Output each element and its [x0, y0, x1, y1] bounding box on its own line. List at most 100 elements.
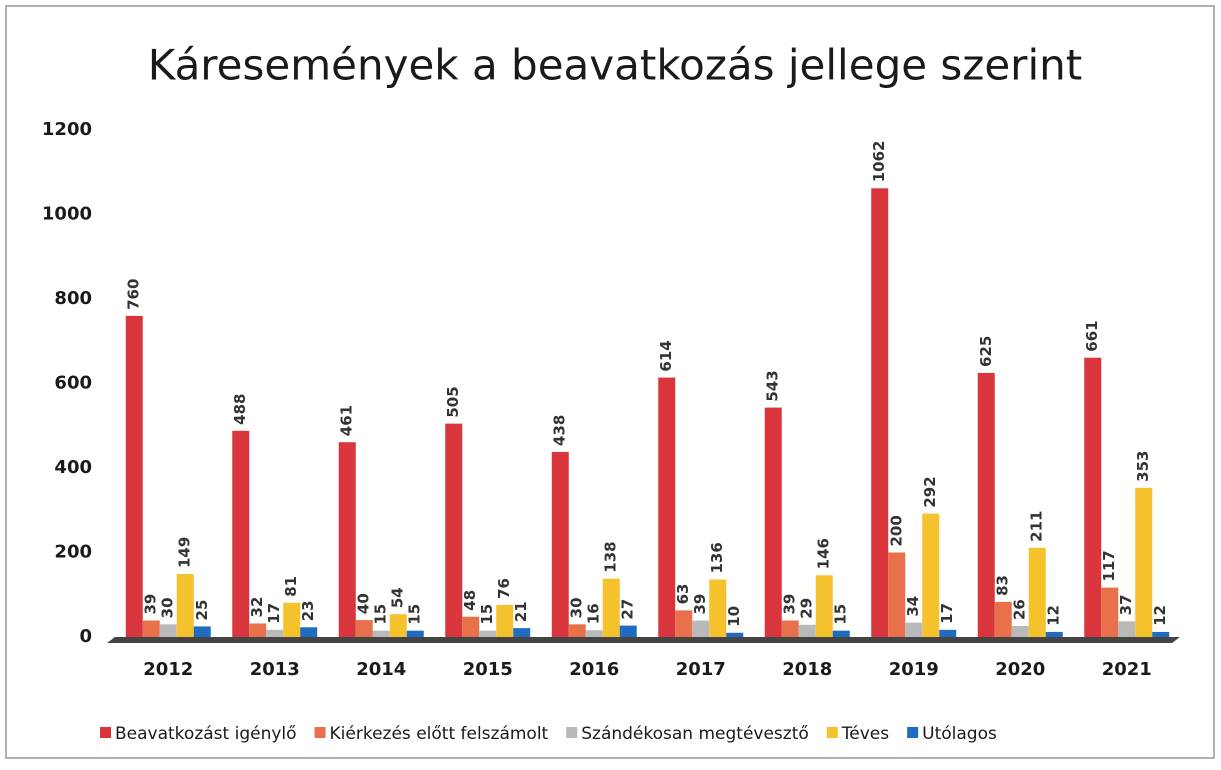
x-tick-label: 2017 [676, 659, 726, 680]
x-tick-label: 2021 [1102, 659, 1152, 680]
legend-label: Téves [841, 724, 889, 744]
value-label: 23 [299, 600, 317, 621]
bar [1028, 547, 1046, 637]
bar [726, 632, 744, 637]
bar [764, 407, 782, 637]
value-label: 543 [764, 370, 782, 401]
value-label: 15 [832, 604, 850, 625]
value-label: 136 [708, 542, 726, 573]
bar [159, 624, 177, 637]
y-tick-label: 1000 [42, 204, 92, 225]
value-label: 32 [248, 597, 266, 618]
y-tick-label: 600 [54, 373, 92, 394]
bar [602, 578, 620, 637]
bar [568, 624, 586, 637]
value-label: 29 [798, 598, 816, 619]
bar [479, 630, 497, 637]
value-label: 1062 [870, 141, 888, 183]
value-label: 505 [444, 386, 462, 417]
x-tick-label: 2014 [356, 659, 406, 680]
x-tick-label: 2020 [995, 659, 1045, 680]
legend-swatch [566, 727, 578, 738]
value-label: 488 [231, 394, 249, 425]
bar [781, 620, 799, 637]
value-label: 15 [406, 604, 424, 625]
bar [283, 602, 301, 637]
value-label: 39 [781, 594, 799, 615]
bar [193, 626, 211, 637]
legend-swatch [826, 727, 838, 738]
bar [619, 625, 637, 637]
value-label: 54 [389, 587, 407, 608]
floor [107, 637, 1180, 643]
value-label: 661 [1083, 320, 1101, 351]
value-label: 760 [125, 279, 143, 310]
bar [389, 614, 407, 637]
bar [1084, 357, 1102, 637]
bar [905, 622, 923, 637]
y-tick-label: 800 [54, 288, 92, 309]
value-label: 30 [159, 597, 177, 618]
value-label: 63 [674, 584, 692, 605]
value-label: 17 [265, 603, 283, 624]
bar [675, 610, 693, 637]
x-tick-label: 2015 [463, 659, 513, 680]
value-label: 117 [1100, 550, 1118, 581]
bar [1045, 631, 1063, 637]
value-label: 39 [691, 594, 709, 615]
value-label: 614 [657, 340, 675, 371]
value-label: 26 [1011, 599, 1029, 620]
value-label: 17 [938, 603, 956, 624]
chart-title: Káresemények a beavatkozás jellege szeri… [148, 41, 1082, 90]
x-tick-label: 2012 [143, 659, 193, 680]
value-label: 81 [282, 576, 300, 597]
y-tick-label: 0 [79, 626, 92, 647]
bar [176, 574, 194, 637]
bar [815, 575, 833, 637]
legend-swatch [100, 727, 111, 738]
value-label: 21 [512, 601, 530, 622]
value-label: 10 [725, 606, 743, 627]
legend-label: Szándékosan megtévesztő [581, 724, 809, 744]
value-label: 25 [193, 600, 211, 621]
value-label: 146 [815, 538, 833, 569]
bar [922, 513, 940, 637]
value-label: 438 [551, 415, 569, 446]
bar [355, 620, 373, 637]
value-label: 461 [338, 405, 356, 436]
value-label: 83 [994, 575, 1012, 596]
value-label: 15 [372, 604, 390, 625]
bar [462, 616, 480, 637]
value-label: 76 [495, 578, 513, 599]
bar [1152, 631, 1170, 637]
legend-label: Kiérkezés előtt felszámolt [330, 724, 549, 744]
bar [372, 630, 390, 637]
bar [266, 629, 284, 637]
bar [406, 630, 424, 637]
value-label: 37 [1117, 594, 1135, 615]
value-label: 12 [1045, 605, 1063, 626]
value-label: 34 [904, 596, 922, 617]
value-label: 200 [887, 515, 905, 546]
bar [445, 423, 463, 637]
value-label: 138 [602, 541, 620, 572]
bar [513, 628, 531, 637]
value-label: 39 [142, 594, 160, 615]
bar [125, 315, 143, 637]
bar [1101, 587, 1119, 637]
bar [551, 451, 569, 637]
y-tick-label: 1200 [42, 119, 92, 140]
value-label: 292 [921, 476, 939, 507]
value-label: 15 [478, 604, 496, 625]
x-tick-label: 2019 [889, 659, 939, 680]
bar [1118, 621, 1136, 637]
bar [249, 623, 267, 637]
value-label: 27 [619, 599, 637, 620]
bar [300, 627, 318, 637]
legend-swatch [907, 727, 919, 738]
bar [232, 430, 250, 637]
y-tick-label: 200 [54, 542, 92, 563]
value-label: 353 [1134, 451, 1152, 482]
value-label: 40 [355, 593, 373, 614]
bar [888, 552, 906, 637]
